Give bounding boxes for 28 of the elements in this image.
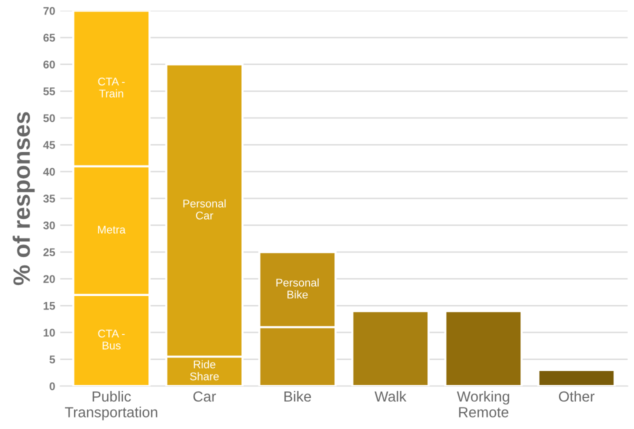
y-tick-label: 70 (43, 6, 55, 15)
data-label: Personal Bike (276, 278, 319, 299)
x-tick-label: Bike (284, 390, 311, 402)
y-tick-label: 15 (44, 302, 56, 310)
data-label: CTA - Train (98, 78, 125, 98)
x-tick-label: Working Remote (456, 390, 510, 418)
y-tick-label: 35 (43, 194, 56, 203)
x-tick-label: Walk (374, 390, 406, 402)
x-tick-label: Public Transportation (64, 390, 158, 420)
y-tick-label: 65 (43, 34, 56, 42)
y-tick-label: 60 (43, 60, 55, 68)
y-tick-label: 45 (43, 141, 56, 149)
x-tick-label: Car (193, 391, 216, 402)
x-tick-label: Other (558, 390, 594, 402)
y-axis-title: % of responses (12, 112, 35, 286)
y-tick-label: 0 (50, 382, 55, 390)
data-label: CTA - Bus (98, 330, 125, 350)
y-tick-label: 10 (44, 328, 55, 337)
data-label: Ride Share (190, 360, 219, 380)
data-label: Personal Car (183, 199, 226, 220)
y-tick-label: 20 (43, 275, 55, 283)
y-tick-label: 50 (43, 114, 55, 122)
y-tick-label: 5 (50, 356, 56, 364)
y-tick-label: 55 (43, 88, 56, 96)
data-label: Metra (98, 226, 126, 234)
y-tick-label: 25 (43, 248, 56, 256)
y-tick-label: 40 (43, 168, 55, 176)
y-tick-label: 30 (43, 221, 55, 230)
